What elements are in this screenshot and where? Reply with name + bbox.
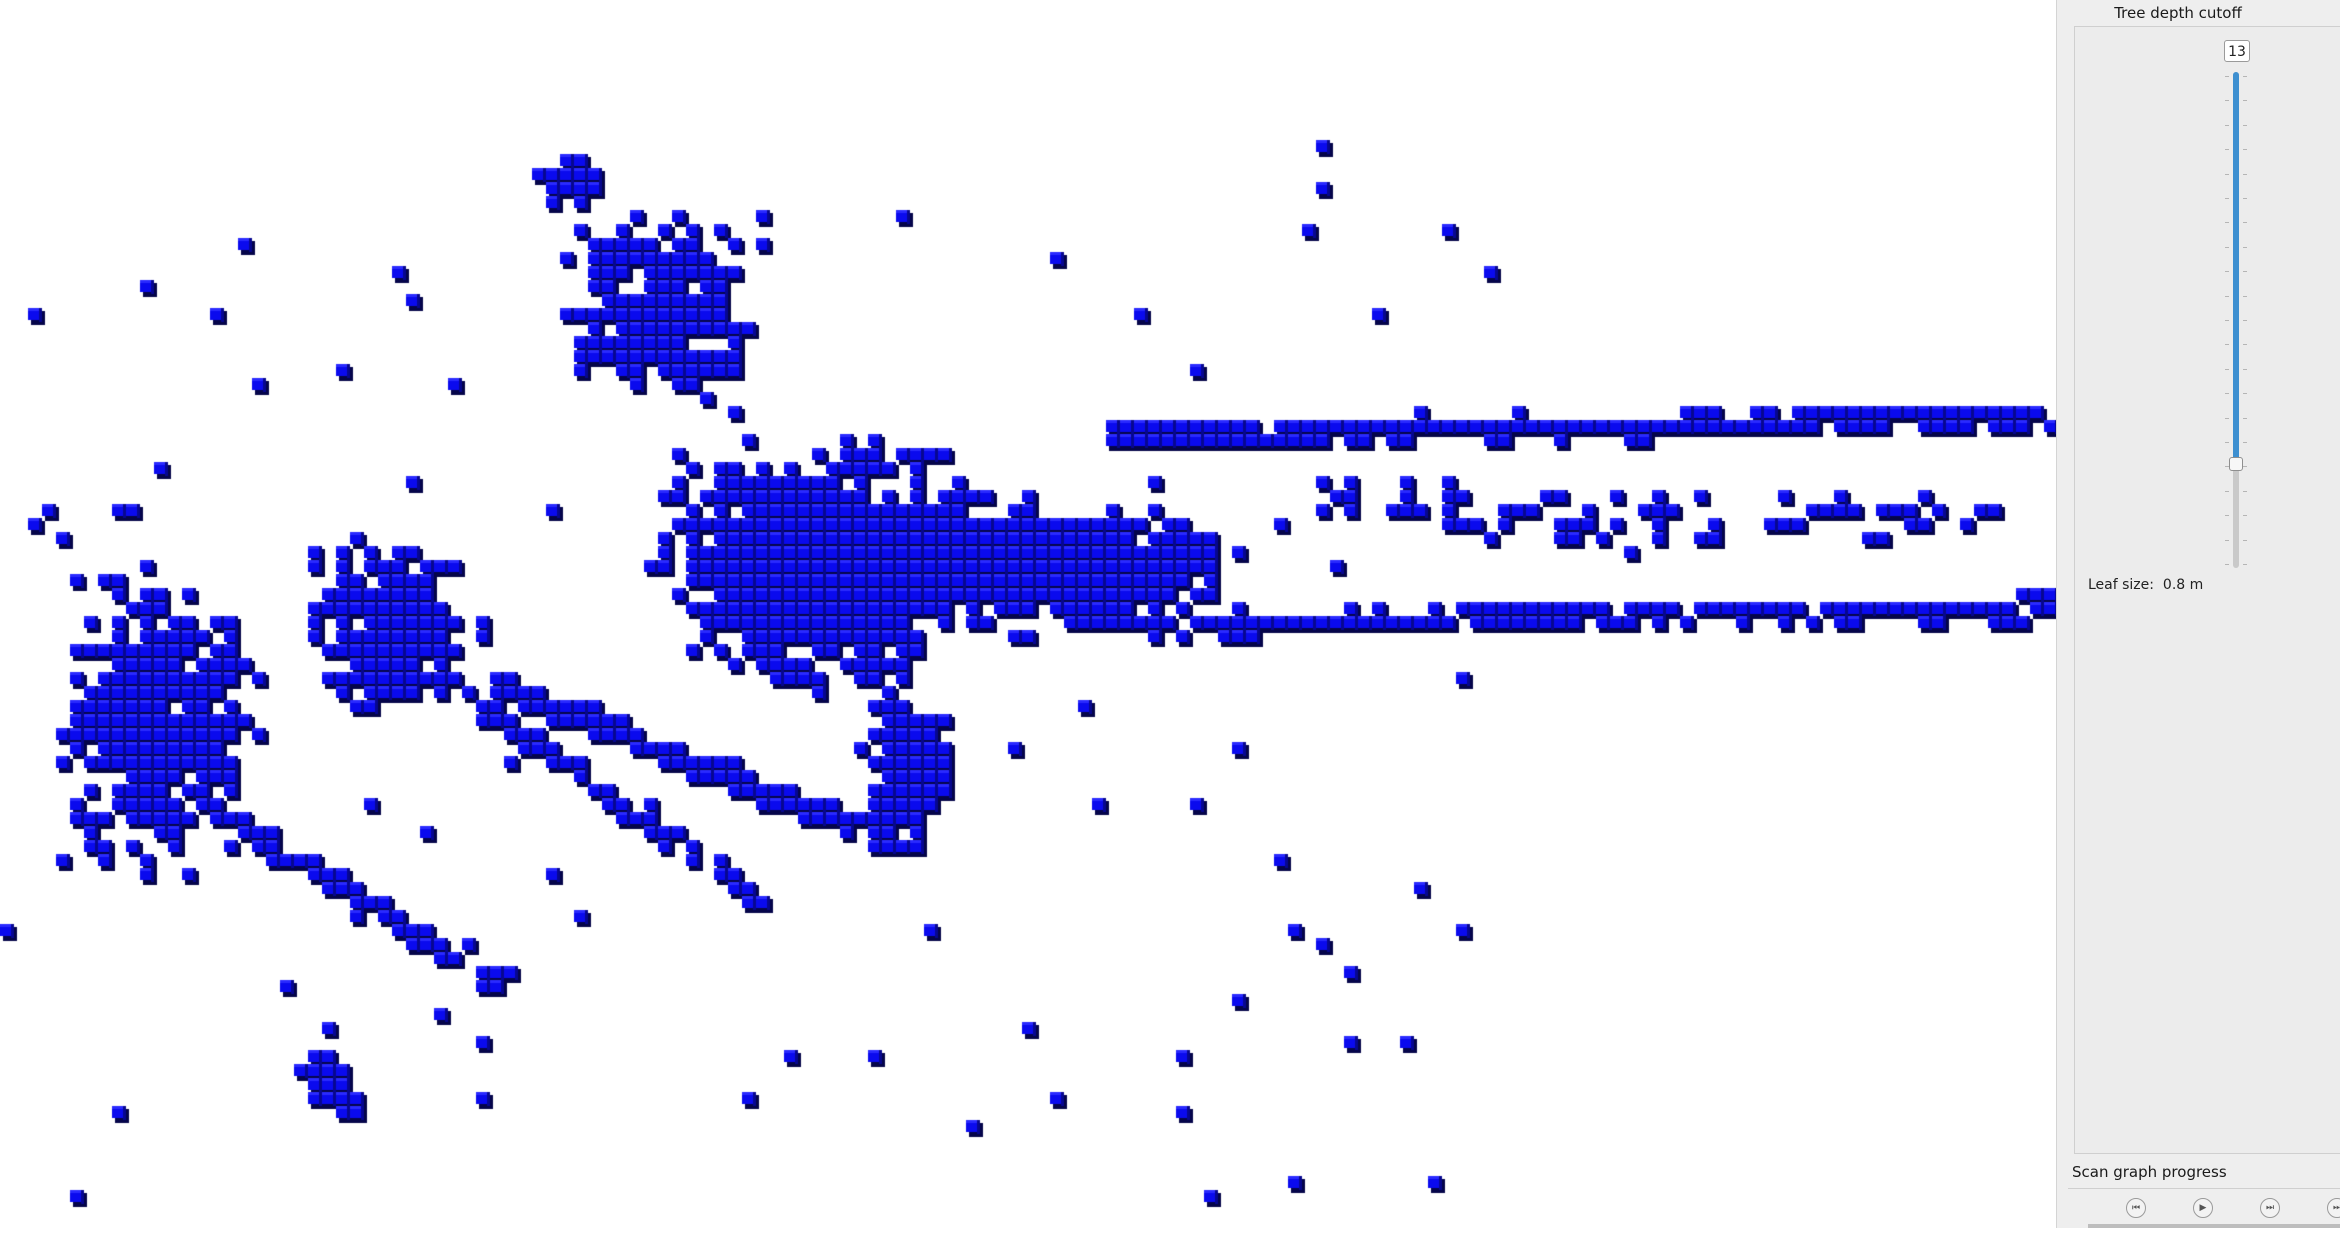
- 3d-octree-viewport[interactable]: [0, 0, 2056, 1228]
- slider-tick: [2225, 491, 2229, 492]
- skip-back-icon[interactable]: ⏮: [2126, 1198, 2146, 1218]
- step-forward-icon[interactable]: ⏭: [2260, 1198, 2280, 1218]
- scan-graph-group: [2068, 1188, 2340, 1249]
- scan-graph-progress-title: Scan graph progress: [2072, 1163, 2227, 1181]
- slider-tick: [2225, 466, 2229, 467]
- slider-tick: [2243, 271, 2247, 272]
- slider-tick: [2243, 369, 2247, 370]
- slider-tick: [2225, 418, 2229, 419]
- slider-tick: [2225, 198, 2229, 199]
- slider-tick: [2243, 247, 2247, 248]
- slider-tick: [2243, 149, 2247, 150]
- slider-tick: [2243, 418, 2247, 419]
- slider-tick: [2225, 369, 2229, 370]
- slider-tick: [2225, 76, 2229, 77]
- slider-tick: [2225, 149, 2229, 150]
- tree-depth-cutoff-title: Tree depth cutoff: [2114, 4, 2242, 22]
- voxel-octree-render[interactable]: [0, 0, 2056, 1228]
- slider-tick: [2225, 564, 2229, 565]
- depth-slider-handle[interactable]: [2229, 457, 2243, 471]
- slider-tick: [2225, 393, 2229, 394]
- slider-tick: [2225, 296, 2229, 297]
- slider-tick: [2243, 564, 2247, 565]
- slider-tick: [2243, 344, 2247, 345]
- slider-tick: [2225, 247, 2229, 248]
- slider-tick: [2243, 76, 2247, 77]
- slider-tick: [2243, 100, 2247, 101]
- slider-tick: [2243, 320, 2247, 321]
- slider-tick: [2243, 466, 2247, 467]
- leaf-size-readout: Leaf size: 0.8 m: [2088, 577, 2203, 593]
- depth-slider-fill: [2233, 72, 2239, 464]
- slider-tick: [2243, 393, 2247, 394]
- slider-tick: [2225, 442, 2229, 443]
- slider-tick: [2243, 174, 2247, 175]
- slider-tick: [2225, 100, 2229, 101]
- skip-end-icon[interactable]: ⏭: [2327, 1198, 2340, 1218]
- slider-tick: [2225, 540, 2229, 541]
- slider-tick: [2243, 540, 2247, 541]
- slider-tick: [2225, 320, 2229, 321]
- scan-graph-progress-bar: [2088, 1224, 2340, 1228]
- slider-tick: [2243, 491, 2247, 492]
- slider-tick: [2225, 515, 2229, 516]
- leaf-size-value: 0.8 m: [2162, 577, 2204, 593]
- slider-tick: [2225, 222, 2229, 223]
- slider-tick: [2243, 125, 2247, 126]
- slider-tick: [2243, 222, 2247, 223]
- slider-tick: [2243, 198, 2247, 199]
- slider-tick: [2243, 515, 2247, 516]
- slider-tick: [2243, 296, 2247, 297]
- tree-depth-group: [2074, 26, 2340, 1154]
- slider-tick: [2225, 344, 2229, 345]
- leaf-size-label: Leaf size:: [2088, 577, 2154, 593]
- slider-tick: [2243, 442, 2247, 443]
- slider-tick: [2225, 125, 2229, 126]
- depth-slider-value: 13: [2224, 40, 2250, 62]
- play-icon[interactable]: ▶: [2193, 1198, 2213, 1218]
- slider-tick: [2225, 271, 2229, 272]
- slider-tick: [2225, 174, 2229, 175]
